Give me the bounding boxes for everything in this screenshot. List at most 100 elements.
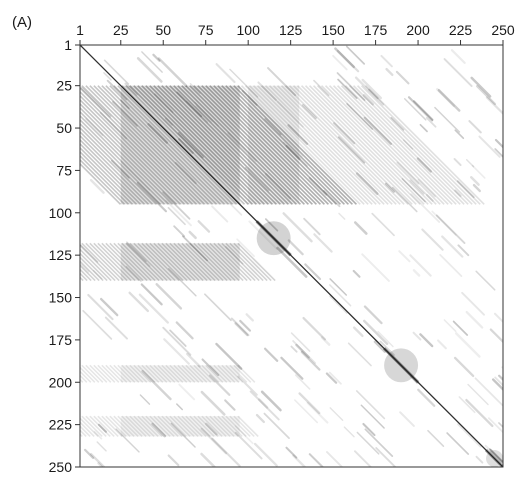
- background-streak: [361, 253, 390, 282]
- region-band: [205, 364, 224, 383]
- region-band: [229, 242, 268, 282]
- background-streak: [229, 202, 243, 216]
- region-band: [80, 130, 154, 205]
- background-streak: [106, 79, 128, 101]
- region-band: [185, 242, 224, 282]
- region-band: [137, 415, 159, 438]
- region-band: [161, 415, 183, 438]
- background-streak: [260, 390, 282, 412]
- region-band: [6, 365, 23, 382]
- background-streak: [410, 193, 441, 223]
- background-streak: [276, 246, 308, 278]
- region-band: [217, 242, 256, 282]
- background-streak: [125, 265, 142, 282]
- background-streak: [201, 358, 220, 377]
- background-streak: [457, 244, 470, 257]
- region-band: [121, 242, 160, 282]
- background-streak: [380, 54, 393, 68]
- region-band: [6, 416, 26, 436]
- y-tick-label: 50: [56, 120, 72, 136]
- background-streak: [329, 284, 352, 307]
- background-streak: [390, 116, 405, 131]
- region-band: [85, 242, 124, 282]
- region-band: [233, 415, 255, 438]
- region-band: [157, 85, 278, 205]
- background-streak: [282, 212, 313, 243]
- x-tick-label: 200: [406, 22, 430, 38]
- background-streak: [264, 218, 279, 232]
- background-streak: [285, 144, 301, 160]
- region-band: [244, 85, 365, 205]
- background-streak: [162, 191, 191, 220]
- region-band: [229, 364, 248, 383]
- background-streak: [115, 428, 140, 453]
- region-band: [6, 243, 43, 280]
- region-band: [18, 416, 38, 436]
- background-streak: [465, 398, 494, 428]
- background-streak: [295, 374, 311, 390]
- region-band: [185, 85, 306, 205]
- background-streak: [456, 180, 475, 199]
- background-streak: [337, 136, 366, 164]
- x-tick-label: 225: [449, 22, 473, 38]
- region-band: [80, 366, 96, 383]
- background-streak: [489, 448, 503, 465]
- x-tick-label: 75: [198, 22, 214, 38]
- background-streak: [173, 225, 186, 238]
- region-band: [80, 244, 116, 282]
- background-streak: [169, 329, 187, 347]
- background-streak: [294, 399, 319, 424]
- region-band: [205, 415, 227, 438]
- background-streak: [167, 206, 186, 226]
- region-band: [176, 85, 297, 205]
- main-diagonal: [80, 45, 503, 467]
- region-band: [153, 364, 172, 383]
- region-band: [133, 85, 254, 205]
- background-streak: [489, 328, 503, 344]
- region-band: [80, 138, 146, 205]
- background-streak: [363, 319, 389, 345]
- background-streak: [245, 313, 254, 322]
- region-band: [225, 415, 247, 438]
- background-streak: [472, 183, 481, 193]
- background-streak: [139, 394, 151, 405]
- background-streak: [329, 295, 348, 314]
- region-band: [105, 364, 124, 383]
- background-streak: [425, 193, 434, 202]
- background-streak: [83, 448, 95, 460]
- x-tick-label: 250: [491, 22, 515, 38]
- region-band: [197, 85, 318, 205]
- background-streak: [189, 83, 201, 94]
- background-streak: [258, 398, 269, 409]
- background-streak: [396, 161, 420, 185]
- background-streak: [494, 148, 503, 158]
- background-streak: [325, 372, 338, 384]
- background-streak: [138, 293, 169, 324]
- region-band: [292, 85, 413, 205]
- region-band: [117, 242, 156, 282]
- region-band: [169, 415, 191, 438]
- background-streak: [362, 422, 376, 437]
- region-band: [157, 415, 179, 438]
- region-band: [137, 242, 176, 282]
- background-streak: [454, 189, 462, 197]
- region-band: [217, 415, 239, 438]
- region-band: [2, 365, 19, 382]
- region-band: [160, 85, 281, 205]
- background-streak: [471, 164, 486, 179]
- y-tick-label: 125: [49, 247, 73, 263]
- region-band: [149, 364, 168, 383]
- background-streak: [303, 217, 321, 236]
- background-streak: [398, 250, 411, 263]
- background-streak: [439, 254, 463, 277]
- background-streak: [126, 242, 151, 267]
- background-streak: [501, 366, 503, 370]
- background-streak: [290, 332, 311, 352]
- background-streak: [110, 159, 130, 179]
- region-band: [164, 85, 285, 205]
- region-band: [225, 242, 264, 282]
- region-band: [193, 364, 212, 383]
- region-band: [97, 415, 119, 438]
- similarity-region: [248, 85, 300, 205]
